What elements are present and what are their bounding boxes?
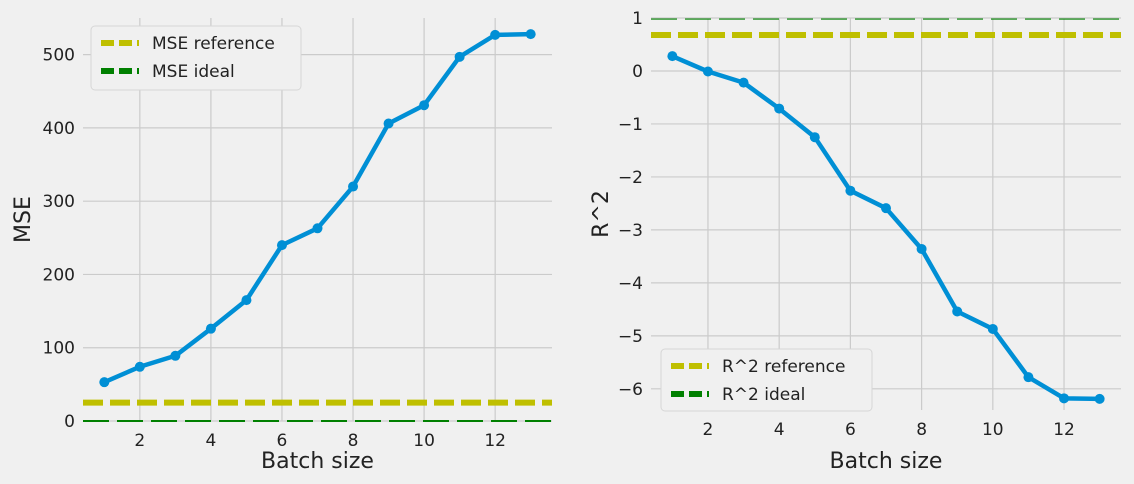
x-tick-label: 2	[703, 420, 714, 440]
y-tick-label: 200	[43, 265, 75, 285]
data-point	[952, 306, 963, 317]
y-tick-label: 0	[632, 62, 643, 82]
y-tick-label: −5	[618, 327, 643, 347]
legend-label: R^2 reference	[722, 357, 845, 377]
legend-label: MSE ideal	[152, 62, 235, 82]
y-tick-label: 0	[64, 412, 75, 432]
data-point	[1059, 393, 1070, 404]
legend-label: MSE reference	[152, 34, 275, 54]
data-point	[99, 377, 110, 388]
data-point	[454, 51, 465, 62]
data-point	[348, 181, 359, 192]
legend-box	[660, 348, 873, 412]
data-point	[1094, 393, 1105, 404]
data-point	[276, 240, 287, 251]
data-point	[419, 100, 430, 111]
x-tick-label: 12	[484, 431, 506, 451]
y-tick-label: 400	[43, 119, 75, 139]
x-tick-label: 12	[1053, 420, 1075, 440]
x-tick-label: 6	[277, 431, 288, 451]
data-point	[490, 29, 501, 40]
y-tick-label: 100	[43, 339, 75, 359]
data-point	[916, 243, 927, 254]
y-tick-label: −2	[618, 168, 643, 188]
y-tick-label: −4	[618, 274, 643, 294]
y-axis-label: R^2	[589, 190, 614, 238]
y-tick-label: −1	[618, 115, 643, 135]
x-tick-label: 4	[774, 420, 785, 440]
data-point	[774, 103, 785, 114]
data-point	[845, 185, 856, 196]
r2-panel: 2 4 6 8 10 12 −6 −5 −4 −3 −2 −1 0 1 Batch size R^2 R^2 r…	[589, 9, 1121, 474]
data-point	[312, 223, 323, 234]
x-tick-label: 8	[348, 431, 359, 451]
y-tick-label: 300	[43, 192, 75, 212]
y-tick-label: −3	[618, 221, 643, 241]
x-tick-label: 8	[916, 420, 927, 440]
legend-box	[90, 25, 302, 91]
y-tick-label: 1	[632, 9, 643, 29]
y-tick-label: −6	[618, 380, 643, 400]
legend-label: R^2 ideal	[722, 385, 805, 405]
data-point	[525, 29, 536, 40]
data-point	[702, 66, 713, 77]
data-point	[667, 51, 678, 62]
x-axis-label: Batch size	[261, 449, 374, 474]
x-tick-label: 10	[982, 420, 1004, 440]
data-point	[205, 323, 216, 334]
data-point	[987, 323, 998, 334]
y-tick-label: 500	[43, 46, 75, 66]
y-axis-label: MSE	[11, 196, 36, 243]
data-point	[134, 361, 145, 372]
x-tick-label: 2	[134, 431, 145, 451]
data-point	[170, 350, 181, 361]
legend: MSE reference MSE ideal	[90, 25, 302, 91]
x-tick-label: 10	[413, 431, 435, 451]
data-point	[809, 132, 820, 143]
legend: R^2 reference R^2 ideal	[660, 348, 873, 412]
data-point	[1023, 372, 1034, 383]
x-tick-label: 6	[845, 420, 856, 440]
x-tick-label: 4	[205, 431, 216, 451]
mse-panel: 2 4 6 8 10 12 0 100 200 300 400 500 Batch size MSE MSE…	[11, 18, 552, 474]
x-axis-label: Batch size	[830, 449, 943, 474]
data-point	[881, 203, 891, 214]
series-line	[671, 54, 1100, 402]
data-point	[738, 77, 749, 88]
data-point	[241, 295, 252, 306]
data-point	[383, 118, 394, 129]
